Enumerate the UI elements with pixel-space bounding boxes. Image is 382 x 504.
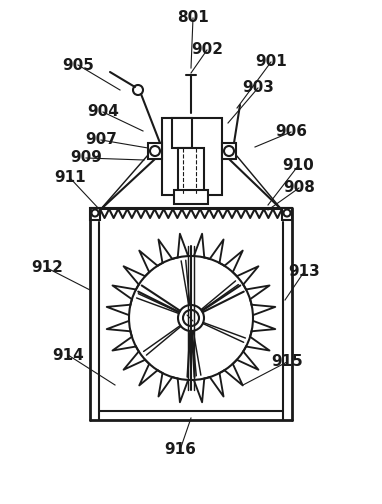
Text: 907: 907 [85, 133, 117, 148]
Circle shape [92, 210, 99, 217]
Text: 901: 901 [255, 54, 287, 70]
Text: 904: 904 [87, 104, 119, 119]
Circle shape [150, 146, 160, 156]
Text: 913: 913 [288, 265, 320, 280]
Bar [222, 143, 236, 159]
Circle shape [283, 210, 290, 217]
Bar [90, 208, 100, 220]
Bar [148, 143, 162, 159]
Text: 915: 915 [271, 354, 303, 369]
Text: 909: 909 [70, 151, 102, 165]
Circle shape [178, 305, 204, 331]
Text: 911: 911 [54, 170, 86, 185]
Text: 905: 905 [62, 57, 94, 73]
Circle shape [183, 310, 199, 326]
Bar [162, 118, 222, 195]
Text: 912: 912 [31, 261, 63, 276]
Bar [178, 148, 204, 195]
Bar [174, 190, 208, 204]
Text: 902: 902 [191, 42, 223, 57]
Circle shape [129, 256, 253, 380]
Circle shape [133, 85, 143, 95]
Bar [282, 208, 292, 220]
Bar [172, 118, 192, 148]
Text: 906: 906 [275, 124, 307, 140]
Circle shape [224, 146, 234, 156]
Text: 801: 801 [177, 11, 209, 26]
Text: 914: 914 [52, 347, 84, 362]
Text: 910: 910 [282, 158, 314, 173]
Text: 916: 916 [164, 443, 196, 458]
Text: 908: 908 [283, 180, 315, 196]
Text: 903: 903 [242, 81, 274, 95]
